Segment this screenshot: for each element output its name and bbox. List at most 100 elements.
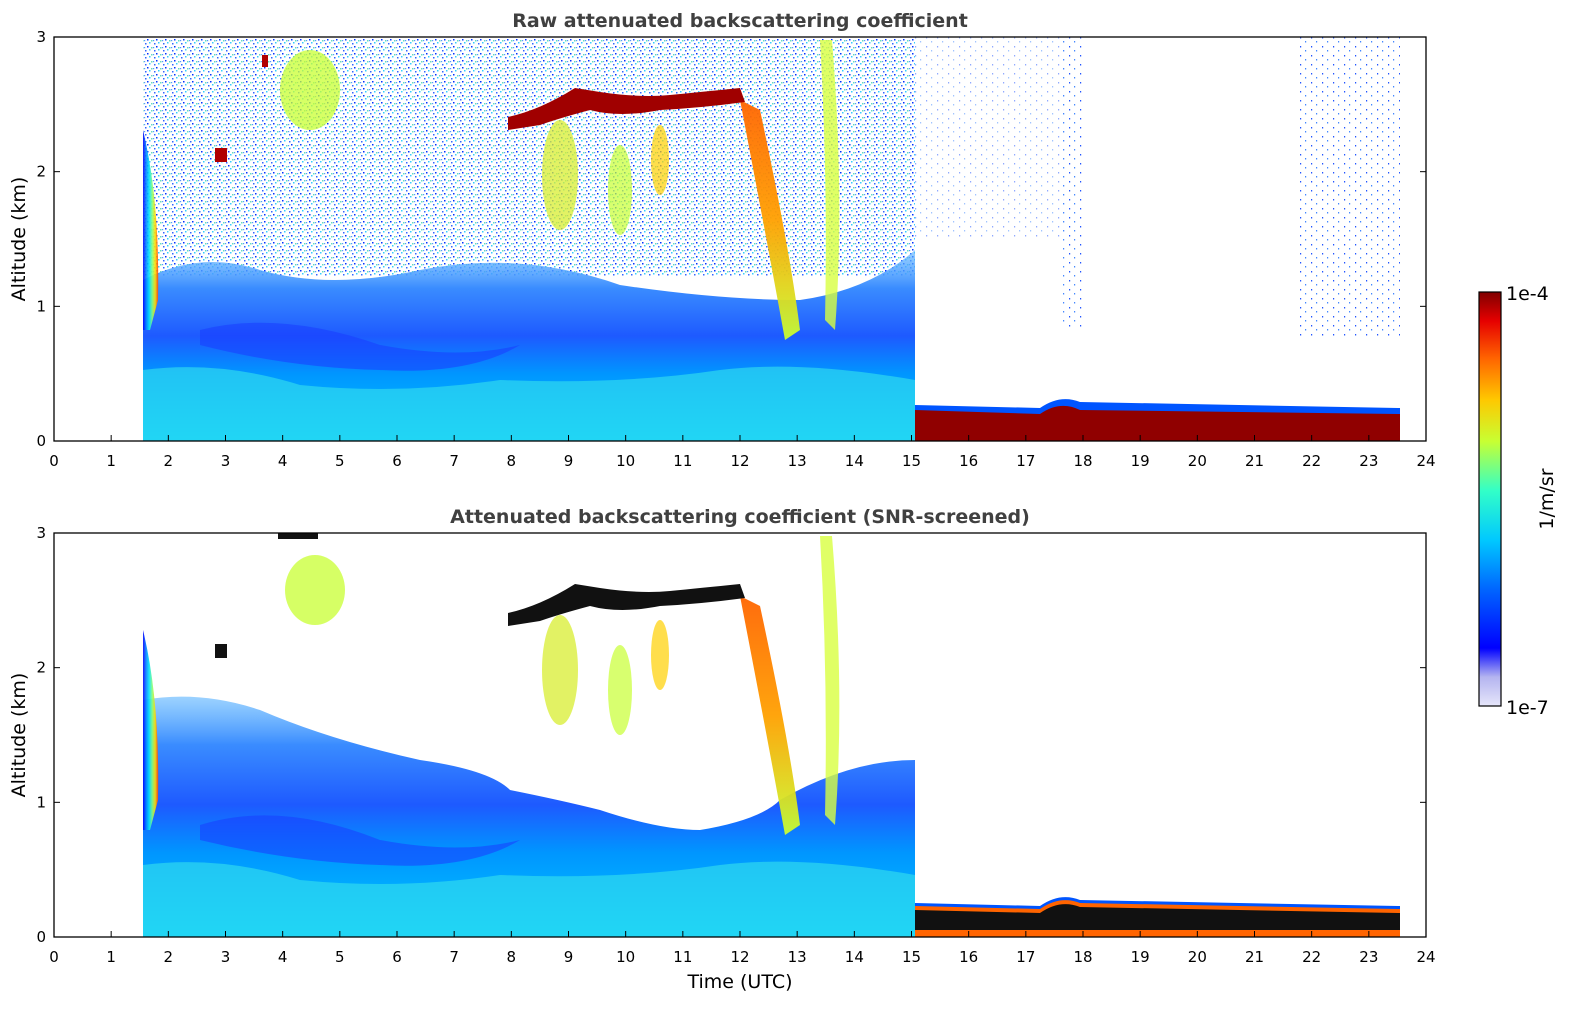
x-tick-label: 5 [335,452,345,470]
x-tick-label: 15 [902,948,921,966]
colorbar-min-label: 1e-7 [1506,697,1549,719]
surface-layer [915,904,1400,930]
x-tick-label: 24 [1416,948,1435,966]
y-axis: 0 1 2 3 [36,524,1426,946]
x-tick-label: 20 [1188,948,1207,966]
x-tick-label: 13 [788,948,807,966]
x-tick-label: 12 [730,948,749,966]
x-tick-label: 8 [507,948,517,966]
surface-layer [915,405,1400,441]
noise-column [1060,37,1082,327]
cloud-layer [508,584,745,626]
x-tick-label: 4 [278,452,288,470]
fallstreak [820,40,840,330]
x-axis-label: Time (UTC) [686,971,792,993]
x-tick-label: 19 [1131,452,1150,470]
y-tick-label: 1 [36,297,46,315]
x-tick-label: 10 [616,452,635,470]
x-tick-label: 0 [49,948,59,966]
x-tick-label: 19 [1131,948,1150,966]
chart-title: Raw attenuated backscattering coefficien… [512,10,968,32]
x-tick-label: 24 [1416,452,1435,470]
cloud-layer [508,88,745,130]
elevated-patch [542,615,578,725]
y-tick-label: 2 [36,163,46,181]
x-tick-label: 7 [449,948,459,966]
x-tick-label: 1 [106,452,116,470]
y-axis-label: Altitude (km) [8,177,30,302]
surface-aerosol [143,366,915,441]
elevated-patch [608,145,632,235]
x-tick-label: 15 [902,452,921,470]
fallstreak [820,536,840,825]
x-tick-label: 22 [1302,452,1321,470]
x-tick-label: 9 [564,452,574,470]
surface-aerosol [143,861,915,937]
cloud-fragment [215,148,227,162]
x-tick-label: 7 [449,452,459,470]
vertical-plume [143,630,159,830]
cloud-fragment [215,644,227,658]
x-tick-label: 16 [959,948,978,966]
y-tick-label: 3 [36,28,46,46]
x-tick-label: 12 [730,452,749,470]
y-axis: 0 1 2 3 [36,28,1426,450]
x-tick-label: 6 [392,452,402,470]
x-tick-label: 11 [673,452,692,470]
x-tick-label: 11 [673,948,692,966]
x-tick-label: 17 [1016,452,1035,470]
x-tick-label: 8 [507,452,517,470]
y-tick-label: 0 [36,928,46,946]
x-axis: 0 1 2 3 4 5 6 7 8 9 10 11 12 13 14 15 16 17 18 19 20 21 22 23 24 [49,931,1436,966]
x-tick-label: 17 [1016,948,1035,966]
colorbar-gradient [1478,291,1502,707]
elevated-patch [280,50,340,130]
y-tick-label: 3 [36,524,46,542]
colorbar-max-label: 1e-4 [1506,283,1549,305]
x-tick-label: 16 [959,452,978,470]
x-tick-label: 10 [616,948,635,966]
elevated-patch [285,555,345,625]
fallstreak [740,100,800,340]
panel-snr-screened: Attenuated backscattering coefficient (S… [8,506,1436,993]
colorbar-unit-label: 1/m/sr [1536,468,1558,529]
noise-region [143,37,915,277]
x-tick-label: 3 [221,948,231,966]
y-tick-label: 1 [36,793,46,811]
x-tick-label: 2 [164,452,174,470]
x-tick-label: 5 [335,948,345,966]
x-tick-label: 13 [788,452,807,470]
dark-band [200,322,520,371]
x-tick-label: 22 [1302,948,1321,966]
elevated-patch [608,645,632,735]
noise-column [915,37,1065,237]
colorbar: 1e-4 1e-7 1/m/sr [1478,283,1558,719]
dark-band [200,815,520,866]
vertical-plume [143,130,159,330]
y-tick-label: 0 [36,432,46,450]
x-tick-label: 4 [278,948,288,966]
chart-title: Attenuated backscattering coefficient (S… [450,506,1030,528]
x-tick-label: 14 [845,452,864,470]
x-tick-label: 23 [1359,452,1378,470]
x-tick-label: 9 [564,948,574,966]
cloud-fragment [278,533,318,539]
y-tick-label: 2 [36,659,46,677]
panel-raw: Raw attenuated backscattering coefficien… [8,10,1436,470]
y-axis-label: Altitude (km) [8,673,30,798]
heatmap-image [54,37,1426,441]
heatmap-image [54,533,1426,937]
elevated-patch [651,125,669,195]
x-tick-label: 3 [221,452,231,470]
noise-column [1300,37,1400,337]
x-tick-label: 23 [1359,948,1378,966]
x-tick-label: 18 [1073,948,1092,966]
cloud-fragment [262,55,268,67]
x-tick-label: 2 [164,948,174,966]
fallstreak [740,596,800,835]
x-tick-label: 0 [49,452,59,470]
x-tick-label: 21 [1245,948,1264,966]
x-tick-label: 18 [1073,452,1092,470]
x-tick-label: 6 [392,948,402,966]
